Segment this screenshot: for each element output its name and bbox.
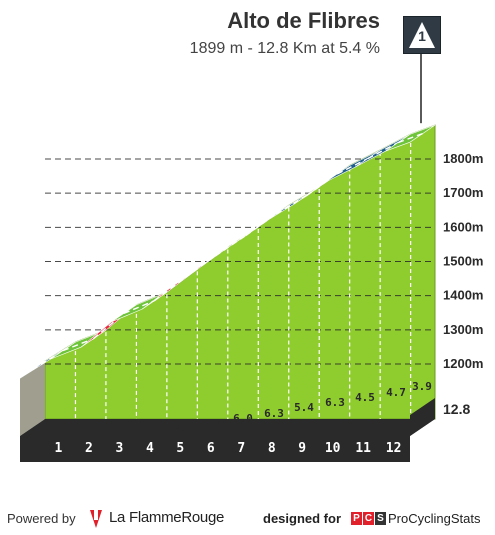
gradient-label: 3.5	[80, 439, 100, 452]
km-band-top	[20, 398, 435, 436]
pcs-letter: P	[351, 512, 362, 525]
gradient-label: 3.9	[412, 380, 432, 393]
gradient-label: 5.4	[294, 401, 314, 414]
climb-title: Alto de Flibres	[227, 8, 380, 33]
altitude-tick-label: 1200m	[443, 356, 483, 371]
gradient-label: 7.4	[111, 434, 131, 447]
powered-by-text: Powered by	[7, 511, 76, 526]
altitude-tick-label: 1600m	[443, 219, 483, 234]
pcs-letter: S	[375, 512, 386, 525]
pcs-logo-icon: P C S	[351, 512, 386, 526]
category-badge: 1	[403, 16, 441, 54]
gradient-label: 4.5	[355, 391, 375, 404]
band-center-line	[367, 141, 399, 160]
pcs-letter: C	[363, 512, 374, 525]
gradient-label: 6.7	[173, 422, 193, 435]
band-center-line	[397, 133, 423, 144]
gradient-label: 6.0	[233, 412, 253, 425]
km-marker-label: 10	[325, 441, 341, 456]
km-marker-label: 1	[55, 441, 63, 456]
band-center-line	[62, 338, 94, 352]
end-distance-label: 12.8	[443, 401, 470, 417]
climb-subtitle: 1899 m - 12.8 Km at 5.4 %	[189, 40, 380, 57]
flamme-rouge-icon	[90, 510, 102, 528]
designed-for-text: designed for	[263, 511, 342, 526]
band-center-line	[275, 194, 308, 215]
category-number: 1	[418, 28, 426, 44]
km-marker-label: 7	[237, 441, 245, 456]
gradient-label: 5.6	[49, 446, 69, 459]
altitude-tick-label: 1700m	[443, 185, 483, 200]
pcs-brand: ProCyclingStats	[388, 511, 481, 526]
km-marker-label: 9	[298, 441, 306, 456]
km-marker-label: 11	[355, 441, 371, 456]
km-marker-label: 12	[386, 441, 402, 456]
gradient-label: 6.3	[264, 407, 284, 420]
gradient-label: 3.7	[142, 428, 162, 441]
lfr-brand: La FlammeRouge	[109, 509, 225, 526]
band-center-line	[336, 157, 368, 175]
profile-area	[44, 124, 436, 420]
footer: Powered by La FlammeRouge designed for P…	[0, 507, 495, 531]
km-marker-label: 8	[268, 441, 276, 456]
gradient-label: 4.7	[386, 386, 406, 399]
altitude-tick-label: 1500m	[443, 254, 483, 269]
band-center-line	[32, 350, 64, 371]
altitude-tick-label: 1800m	[443, 151, 483, 166]
km-marker-label: 4	[146, 441, 154, 456]
km-band-front	[20, 436, 410, 462]
altitude-tick-label: 1400m	[443, 288, 483, 303]
km-marker-label: 6	[207, 441, 215, 456]
altitude-tick-label: 1300m	[443, 322, 483, 337]
km-marker-label: 2	[85, 441, 93, 456]
km-marker-label: 3	[115, 441, 123, 456]
gradient-label: 6.3	[325, 396, 345, 409]
gradient-label: 6.4	[203, 417, 223, 430]
km-marker-label: 5	[176, 441, 184, 456]
profile-side-face	[20, 361, 45, 436]
triangle-icon	[409, 22, 435, 48]
band-center-line	[123, 300, 155, 315]
